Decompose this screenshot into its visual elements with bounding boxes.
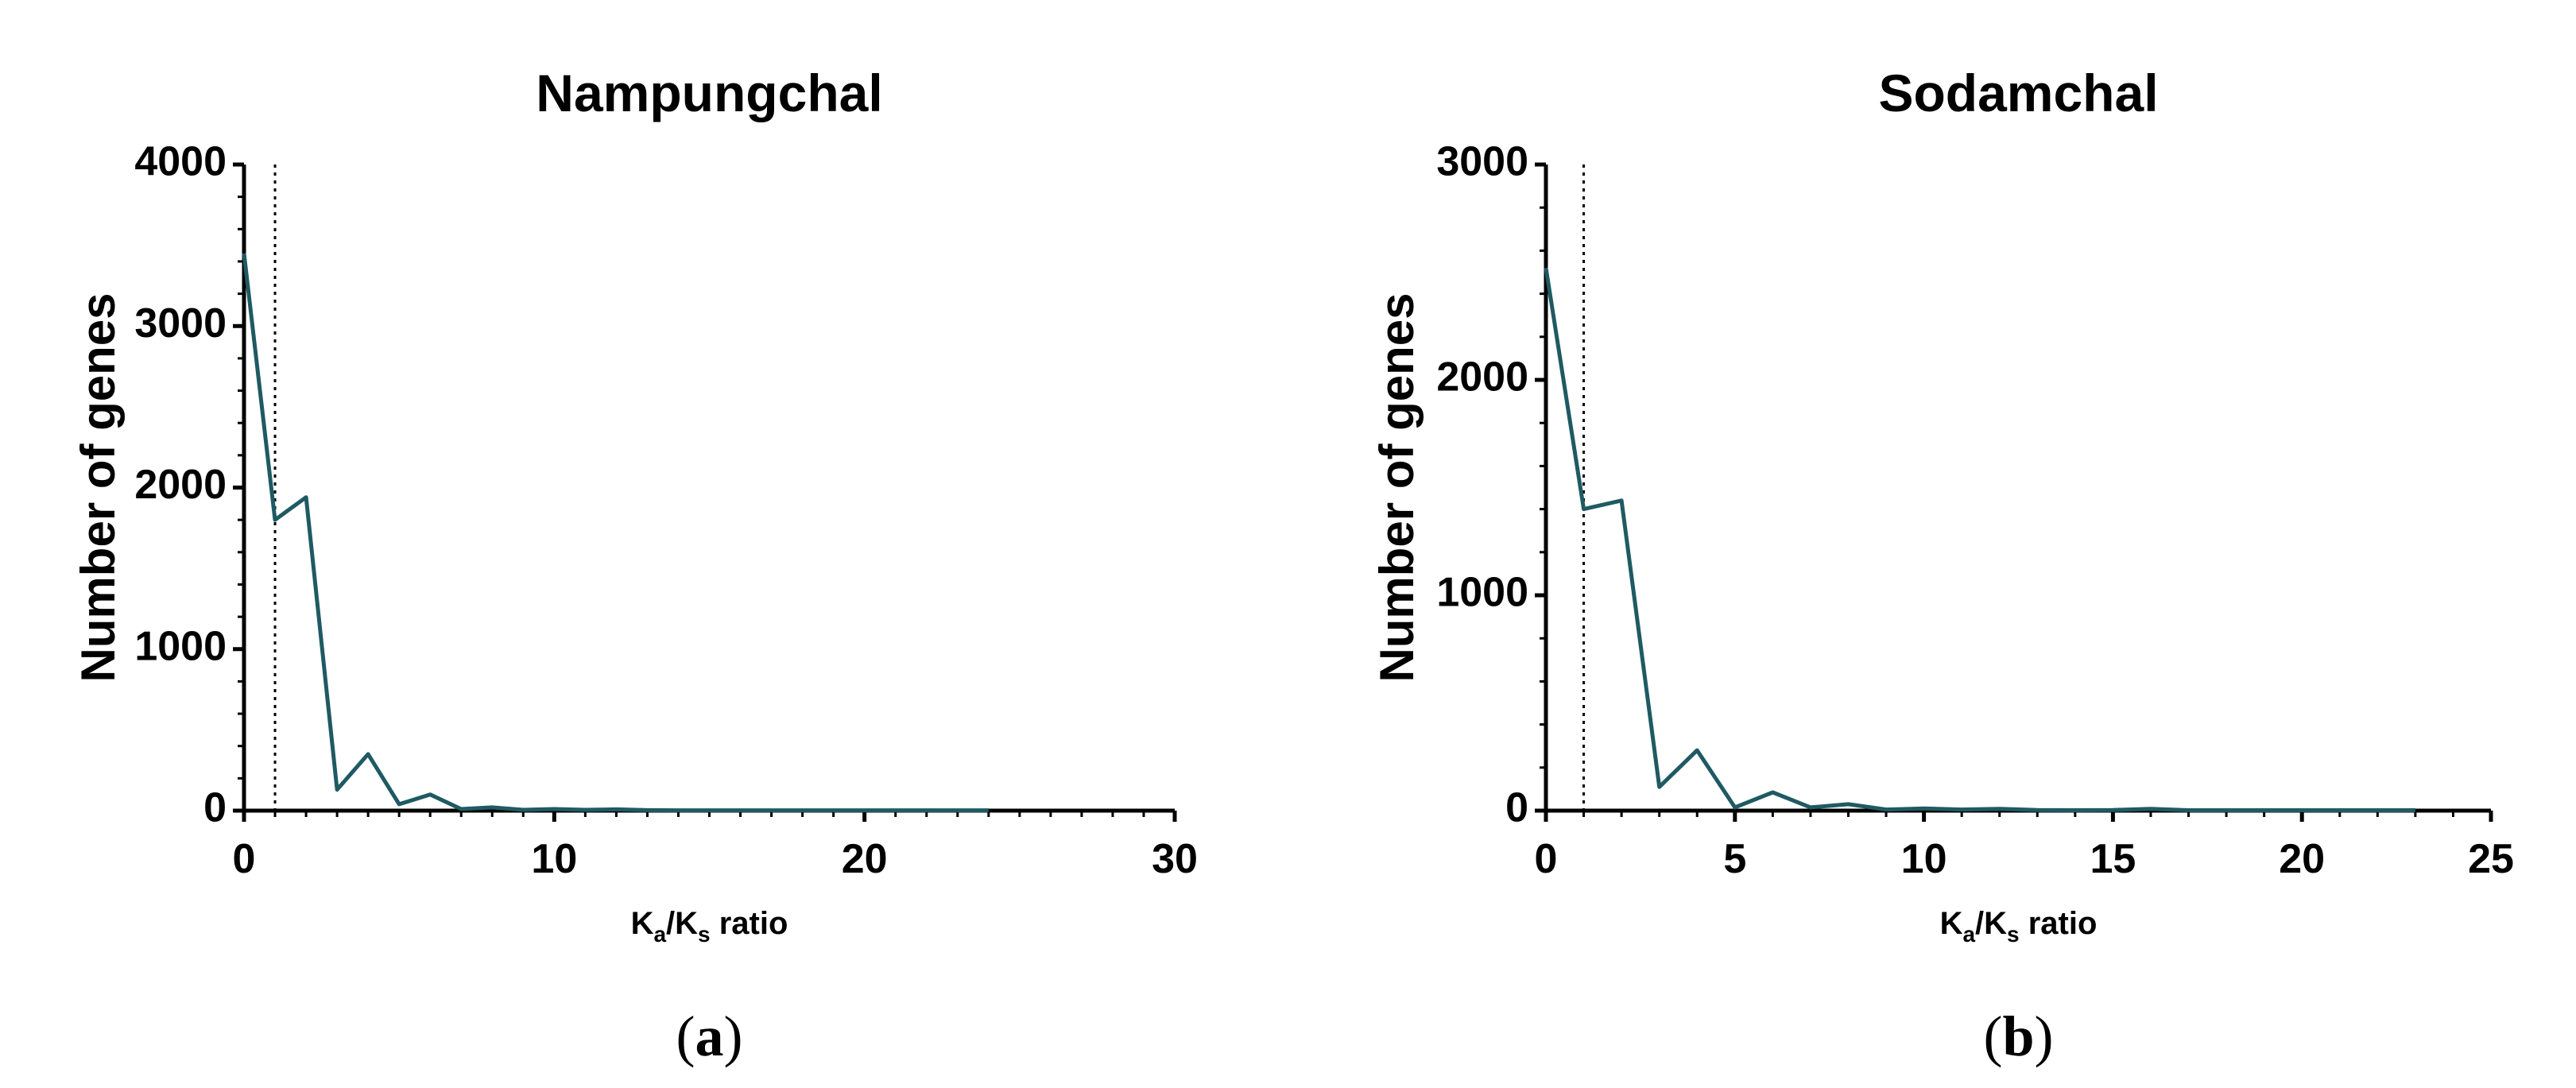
chart-panel-a: Nampungchal Number of genes Ka/Ks ratio …: [72, 64, 1198, 1068]
x-tick-label: 10: [1901, 836, 1947, 882]
y-tick-label: 3000: [134, 300, 227, 347]
x-axis-label: Ka/Ks ratio: [1940, 906, 2098, 947]
x-tick-label: 20: [842, 836, 888, 882]
panel-label: (b): [1983, 1005, 2053, 1068]
y-axis-label: Number of genes: [1370, 292, 1424, 682]
x-tick-label: 5: [1723, 836, 1746, 882]
y-tick-label: 1000: [1436, 570, 1528, 616]
y-axis-label: Number of genes: [72, 292, 125, 682]
x-tick-label: 0: [233, 836, 256, 882]
y-tick-label: 3000: [1436, 139, 1528, 185]
x-tick-label: 30: [1152, 836, 1198, 882]
series-line: [244, 254, 989, 811]
y-tick-label: 0: [203, 785, 227, 831]
y-tick-label: 2000: [134, 462, 227, 508]
y-tick-label: 4000: [134, 139, 227, 185]
x-tick-label: 25: [2468, 836, 2514, 882]
chart-title: Sodamchal: [1878, 64, 2158, 122]
x-tick-label: 10: [531, 836, 577, 882]
series-line: [1546, 268, 2415, 810]
chart-panel-b: Sodamchal Number of genes Ka/Ks ratio (b…: [1370, 64, 2514, 1068]
y-tick-label: 0: [1505, 785, 1528, 831]
y-tick-label: 2000: [1436, 354, 1528, 401]
y-tick-label: 1000: [134, 623, 227, 669]
x-axis-label: Ka/Ks ratio: [631, 906, 788, 947]
x-tick-label: 0: [1535, 836, 1558, 882]
chart-title: Nampungchal: [536, 64, 882, 122]
x-tick-label: 15: [2090, 836, 2136, 882]
panel-label: (a): [676, 1005, 743, 1068]
x-tick-label: 20: [2279, 836, 2325, 882]
